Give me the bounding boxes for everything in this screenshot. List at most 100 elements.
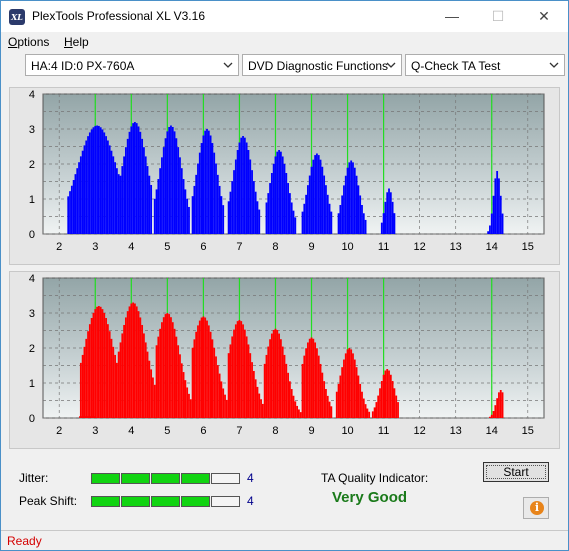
maximize-icon[interactable]: ☐ <box>491 8 505 24</box>
chart-bar <box>355 367 358 418</box>
y-tick-label: 2 <box>29 343 35 355</box>
menu-help[interactable]: Help <box>64 35 89 49</box>
chart-bar <box>489 416 491 418</box>
chart-bar <box>110 338 113 418</box>
chart-bar <box>78 162 80 234</box>
chart-bar <box>314 155 317 234</box>
chart-bar <box>202 135 205 234</box>
chart-bar <box>276 151 279 234</box>
chart-bar <box>350 349 353 418</box>
chart-bar <box>146 351 149 418</box>
chart-bar <box>341 367 344 418</box>
x-tick-label: 7 <box>236 425 242 437</box>
chart-bar <box>215 163 217 234</box>
x-tick-label: 8 <box>272 425 278 437</box>
chart-bar <box>124 317 127 418</box>
chart-bar <box>397 402 399 418</box>
menu-options[interactable]: Options <box>8 35 49 49</box>
start-button[interactable]: Start <box>483 462 549 482</box>
chart-bar <box>492 411 495 418</box>
chart-bar <box>115 362 118 418</box>
chart-bar <box>233 170 235 234</box>
chart-bar <box>162 147 165 234</box>
chart-bar <box>105 318 107 418</box>
x-tick-label: 13 <box>450 241 462 253</box>
chart-bar <box>171 126 174 234</box>
x-tick-label: 11 <box>378 241 389 253</box>
minimize-icon[interactable]: — <box>445 8 459 24</box>
jitter-meter <box>91 473 241 484</box>
test-select[interactable]: Q-Check TA Test <box>405 54 565 76</box>
x-tick-label: 7 <box>236 241 242 253</box>
chart-bar <box>99 127 102 234</box>
chart-bar <box>346 349 349 418</box>
chart-bar <box>83 145 86 234</box>
chart-bar <box>364 219 367 234</box>
chart-bar <box>115 168 118 234</box>
chart-bar <box>308 175 311 234</box>
chart-bar <box>197 325 199 418</box>
meter-segment <box>121 473 150 484</box>
chart-bar <box>251 170 253 234</box>
chart-bar <box>362 213 365 234</box>
chart-bar <box>189 399 192 418</box>
chart-bar <box>312 338 315 418</box>
chart-bar <box>310 337 313 418</box>
start-button-label: Start <box>503 465 529 479</box>
y-tick-label: 3 <box>29 124 35 136</box>
chart-bar <box>161 157 163 234</box>
chart-bar <box>162 317 165 418</box>
chart-bar <box>204 317 207 418</box>
chevron-down-icon <box>386 62 396 68</box>
close-icon[interactable]: ✕ <box>538 8 550 24</box>
chart-bar <box>170 125 172 234</box>
chart-bar <box>141 138 144 234</box>
chart-bar <box>499 390 502 418</box>
chart-bar <box>184 189 187 234</box>
x-tick-label: 9 <box>308 425 314 437</box>
chart-bar <box>269 183 271 234</box>
chart-bar <box>281 346 284 418</box>
chart-bar <box>173 328 176 418</box>
drive-select[interactable]: HA:4 ID:0 PX-760A <box>25 54 239 76</box>
x-tick-label: 10 <box>341 425 353 437</box>
chart-bar <box>352 353 354 418</box>
chart-bar <box>153 384 156 418</box>
chart-bar <box>498 392 500 418</box>
chart-bar <box>317 155 320 234</box>
function-select-value: DVD Diagnostic Functions <box>248 59 389 73</box>
chart-bar <box>501 213 504 234</box>
chart-bar <box>242 324 244 418</box>
meter-segment <box>211 473 240 484</box>
chart-bar <box>490 213 493 234</box>
chart-bar <box>359 383 362 418</box>
chart-bar <box>330 211 333 234</box>
chart-bar <box>496 398 499 418</box>
chart-bar <box>323 381 326 418</box>
chart-bar <box>204 130 207 234</box>
chart-bar <box>245 336 248 418</box>
chart-bar <box>191 196 194 234</box>
chart-bar <box>126 311 129 418</box>
chart-bar <box>499 195 502 234</box>
chart-bar <box>157 336 160 418</box>
chart-bar <box>357 185 360 234</box>
chart-bar <box>123 324 125 418</box>
chart-bar <box>359 195 362 234</box>
y-tick-label: 2 <box>29 159 35 171</box>
chart-bar <box>175 138 178 234</box>
function-select[interactable]: DVD Diagnostic Functions <box>242 54 402 76</box>
chart-bar <box>182 179 185 234</box>
chart-bar <box>119 342 122 418</box>
chart-bar <box>240 137 243 234</box>
chart-bar <box>117 351 120 418</box>
info-button[interactable]: i <box>523 497 549 519</box>
chart-bar <box>260 399 262 418</box>
chart-bar <box>393 388 396 418</box>
chart-bar <box>240 321 243 418</box>
chart-bar <box>379 388 381 418</box>
chart-bar <box>287 372 289 418</box>
chart-bar <box>79 156 82 234</box>
x-tick-label: 14 <box>486 425 498 437</box>
